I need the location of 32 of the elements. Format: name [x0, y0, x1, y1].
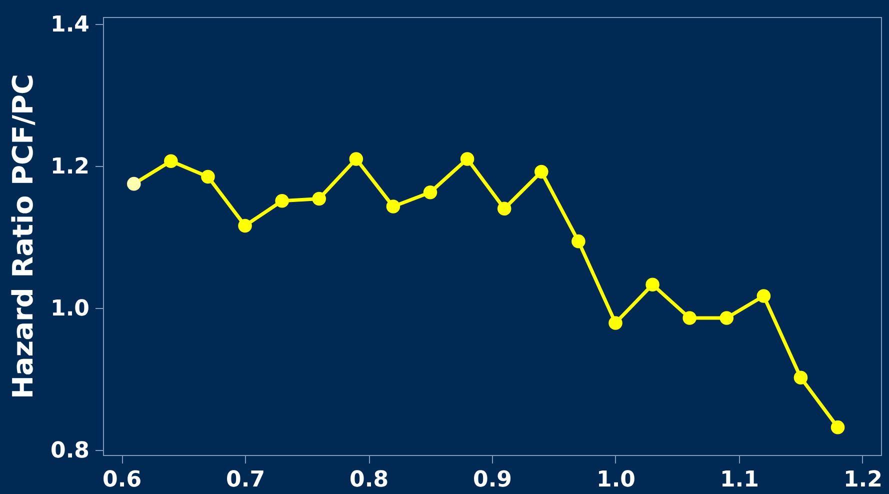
y-tick-label: 0.8: [50, 438, 90, 464]
y-axis-title: Hazard Ratio PCF/PC: [6, 74, 40, 400]
y-tick-label: 1.4: [50, 12, 90, 38]
x-tick-label: 0.8: [350, 468, 388, 492]
point: [534, 164, 548, 179]
point: [275, 194, 289, 208]
x-tick-label: 0.7: [226, 468, 266, 492]
point: [349, 152, 364, 166]
point: [756, 289, 771, 303]
x-tick-label: 1.1: [720, 468, 759, 492]
x-tick-label: 1.2: [843, 468, 882, 492]
point: [423, 185, 438, 200]
y-tick-label: 1.2: [50, 154, 90, 180]
point: [201, 170, 215, 184]
point: [794, 370, 808, 384]
point: [312, 192, 326, 206]
x-tick-label: 1.0: [596, 468, 636, 492]
point: [497, 202, 512, 216]
point: [126, 176, 141, 191]
point: [608, 316, 622, 330]
point: [682, 311, 696, 325]
point: [164, 154, 178, 168]
point: [720, 311, 734, 325]
point: [572, 234, 586, 248]
point: [830, 420, 845, 434]
x-tick-label: 0.9: [473, 468, 512, 492]
point: [460, 152, 474, 166]
point: [238, 218, 252, 233]
point: [646, 278, 660, 292]
y-tick-label: 1.0: [50, 296, 90, 322]
point: [386, 200, 400, 214]
x-tick-label: 0.6: [102, 468, 142, 492]
